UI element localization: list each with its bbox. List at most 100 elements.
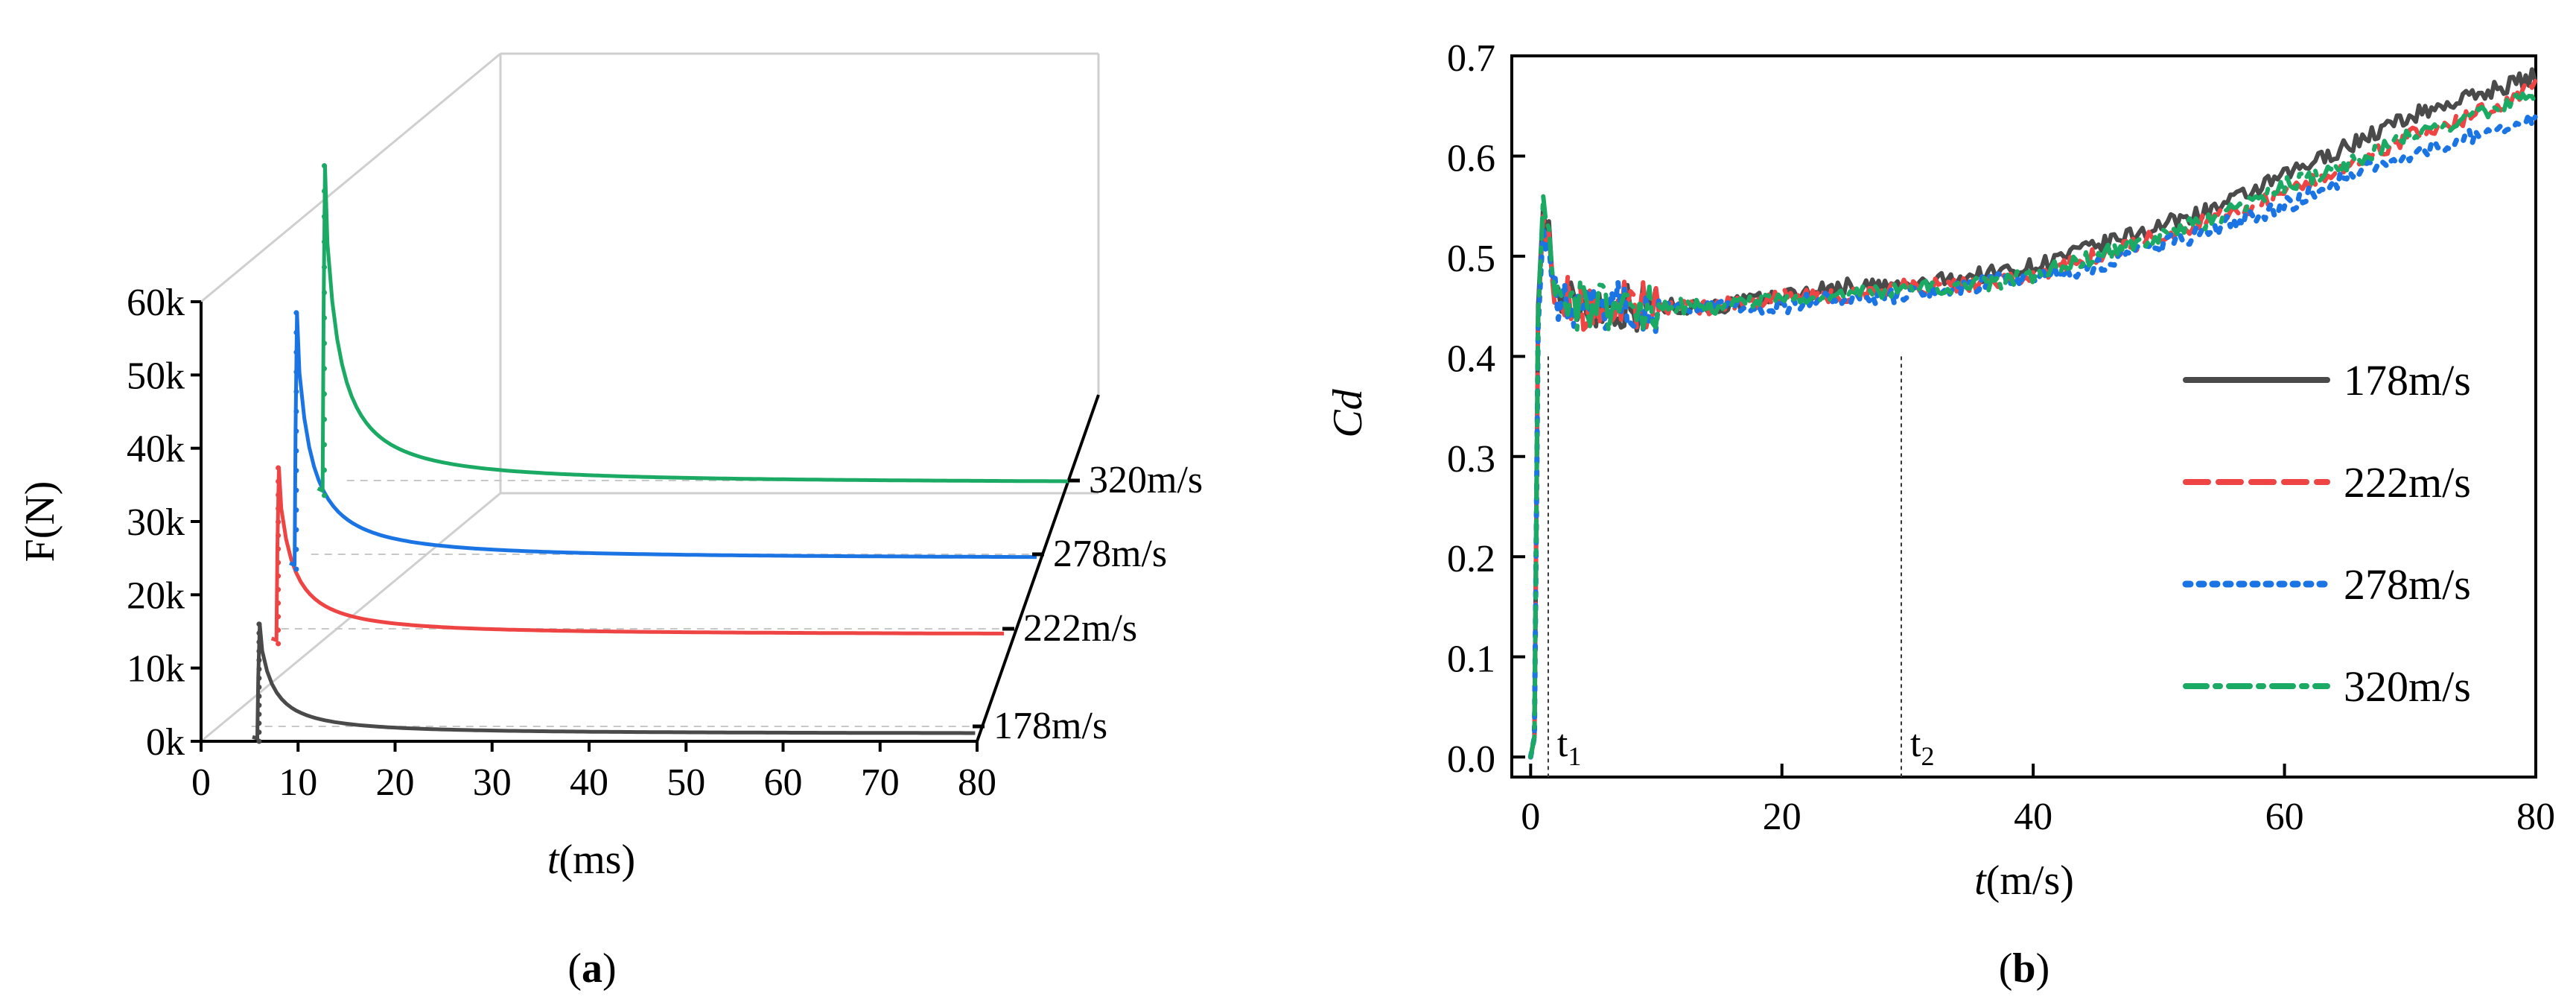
panel-a-series-marker (276, 492, 282, 498)
panel-a-series-label: 222m/s (1023, 607, 1137, 650)
panel-b-x-tick-label: 40 (2014, 796, 2052, 838)
panel-a-series-marker (276, 586, 282, 592)
panel-a-series-marker (276, 600, 282, 606)
panel-a-depth-axis (976, 394, 1100, 742)
panel-a-series-marker (322, 442, 327, 448)
panel-a-caption: (a) (567, 945, 616, 992)
panel-a-x-tick-label: 30 (473, 761, 512, 804)
panel-a-series-marker (276, 560, 282, 565)
panel-a-series-marker (293, 408, 299, 414)
panel-a-series-line (270, 466, 1005, 642)
panel-a-series-label: 178m/s (993, 705, 1107, 747)
panel-b-legend-label: 222m/s (2344, 458, 2471, 507)
panel-a-series-marker (322, 492, 327, 498)
panel-a-x-tick-label: 80 (958, 761, 996, 804)
panel-a-y-tick-label: 20k (127, 574, 185, 617)
panel-a-y-tick-label: 50k (127, 355, 185, 397)
panel-a-series-marker (256, 738, 262, 744)
panel-a-series-marker (293, 389, 299, 395)
panel-a-series-marker (293, 310, 299, 316)
panel-a-series-marker (322, 290, 327, 296)
panel-a-series-marker (293, 566, 299, 572)
panel-a-series-marker (276, 546, 282, 552)
panel-b-legend-label: 278m/s (2344, 560, 2471, 609)
panel-a-y-tick-label: 60k (127, 282, 185, 324)
panel-a-series-marker (276, 573, 282, 579)
panel-b-series-line (1528, 67, 2538, 760)
panel-b-series-line (1528, 78, 2538, 760)
panel-a-series-marker (293, 428, 299, 434)
panel-a-series-marker (256, 684, 262, 690)
panel-a-series-marker (322, 391, 327, 397)
panel-b-y-tick-label: 0.4 (1447, 337, 1495, 380)
panel-a-series-marker (276, 506, 282, 511)
panel-a-series-marker (293, 468, 299, 474)
panel-b-y-tick-label: 0.1 (1447, 638, 1495, 681)
panel-a-series-marker (256, 729, 262, 735)
panel-a-y-tick-label: 40k (127, 428, 185, 471)
panel-a-series-marker (256, 666, 262, 672)
panel-a-series-marker (293, 547, 299, 552)
panel-a-series-marker (256, 639, 262, 645)
panel-a-x-tick-label: 20 (376, 761, 415, 804)
panel-a-series-marker (276, 627, 282, 633)
panel-b-annotation-label: t1 (1557, 723, 1581, 771)
panel-b-legend-label: 178m/s (2344, 356, 2471, 405)
panel-b-y-tick-label: 0.0 (1447, 738, 1495, 781)
panel-a-frame (200, 52, 1100, 743)
panel-a-y-tick-label: 30k (127, 501, 185, 544)
panel-a-series-line (252, 622, 976, 741)
panel-a-x-tick-label: 10 (279, 761, 317, 804)
panel-a-series-marker (293, 329, 299, 335)
panel-b-y-tick-label: 0.7 (1447, 37, 1495, 80)
panel-a-series-marker (293, 448, 299, 454)
panel-a-x-axis-label: t(ms) (547, 837, 635, 883)
panel-b-annotation-label: t2 (1910, 723, 1934, 771)
panel-b-y-tick-label: 0.5 (1447, 238, 1495, 280)
panel-a-series-marker (256, 703, 262, 709)
panel-a-series-marker (293, 349, 299, 355)
panel-a-series-marker (276, 478, 282, 484)
panel-a-series-marker (256, 630, 262, 636)
panel-b-series-line (1527, 111, 2538, 760)
panel-a-series-marker (322, 340, 327, 346)
panel-a-series-marker (256, 657, 262, 663)
panel-a-series-marker (322, 264, 327, 270)
panel-a-series-marker (322, 214, 327, 220)
panel-a-series-marker (293, 527, 299, 533)
panel-a-series-marker (322, 416, 327, 422)
panel-a-x-tick-label: 40 (570, 761, 608, 804)
panel-b-x-tick-label: 0 (1521, 796, 1540, 838)
panel-a-x-tick-label: 60 (764, 761, 803, 804)
panel-a-series-marker (276, 641, 282, 647)
panel-b-y-tick-label: 0.2 (1447, 538, 1495, 580)
panel-a-series-line (289, 311, 1037, 567)
panel-a-y-axis-label: F(N) (17, 481, 63, 562)
panel-b-series-line (1528, 91, 2538, 760)
panel-a-series-marker (256, 648, 262, 654)
panel-a-series-marker (293, 369, 299, 375)
panel-a-series-marker (256, 711, 262, 717)
panel-a-x-tick-label: 50 (667, 761, 705, 804)
panel-a-series-marker (322, 467, 327, 473)
panel-a-y-tick-label: 0k (146, 721, 185, 764)
panel-a-y-tick-label: 10k (127, 648, 185, 691)
panel-a-series-marker (276, 465, 282, 471)
panel-a-series-label: 320m/s (1089, 459, 1203, 501)
panel-a-series-marker (276, 519, 282, 525)
panel-a-series-marker (322, 188, 327, 194)
panel-b-legend-label: 320m/s (2344, 662, 2471, 711)
panel-a-series-marker (293, 507, 299, 513)
panel-a-x-tick-label: 0 (191, 761, 211, 804)
panel-b-y-tick-label: 0.6 (1447, 137, 1495, 180)
panel-a-series-marker (256, 675, 262, 681)
panel-b-x-tick-label: 20 (1763, 796, 1801, 838)
panel-a-series-marker (256, 694, 262, 699)
panel-b-plot-frame (1510, 54, 2537, 779)
panel-b-cd-chart: 0.00.10.20.30.40.50.60.7 0 20 40 60 80 t1 t2 … (1325, 37, 2555, 992)
panel-b-y-tick-label: 0.3 (1447, 438, 1495, 481)
panel-b-x-tick-label: 80 (2516, 796, 2555, 838)
panel-a-series-marker (293, 487, 299, 493)
panel-a-series-marker (276, 614, 282, 620)
